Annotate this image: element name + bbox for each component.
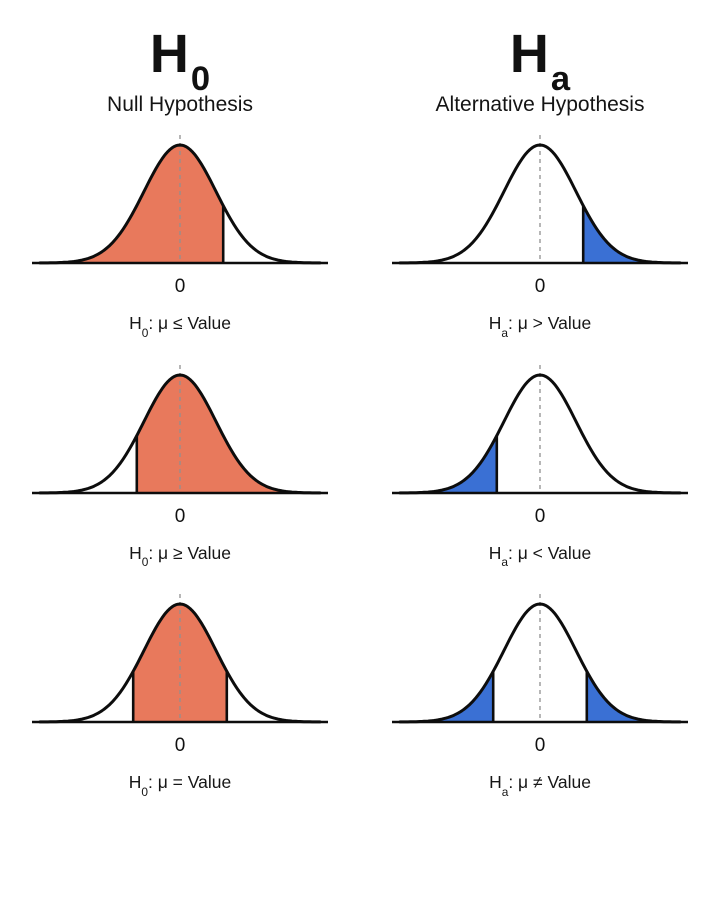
caption-h: H <box>129 313 142 334</box>
shaded-region <box>136 374 320 493</box>
caption-rest: : μ ≥ Value <box>148 542 231 563</box>
distribution-curve-null-eq: 0 <box>30 590 330 762</box>
bell-curve-svg: 0 <box>32 594 328 756</box>
alternative-hypothesis-header: Ha Alternative Hypothesis <box>436 26 645 117</box>
h0-symbol-letter: H <box>149 24 190 84</box>
caption-h: H <box>488 542 502 563</box>
caption-h: H <box>489 772 502 793</box>
hypothesis-caption: H0: μ ≤ Value <box>129 313 231 340</box>
zero-label: 0 <box>175 276 186 297</box>
bell-curve-svg: 0 <box>392 594 688 756</box>
distribution-curve-null-le: 0 <box>30 131 330 303</box>
bell-curve-svg: 0 <box>392 364 688 527</box>
gaussian-curve <box>38 373 322 494</box>
shaded-region <box>400 671 494 723</box>
hypothesis-caption: Ha: μ > Value <box>488 313 592 340</box>
diagram-grid: H0 Null Hypothesis Ha Alternative Hypoth… <box>0 26 720 820</box>
caption-rest: : μ < Value <box>508 542 592 563</box>
panel-alt-mu-ne-value: 0 Ha: μ ≠ Value <box>390 590 690 810</box>
caption-rest: : μ ≤ Value <box>148 313 231 334</box>
caption-sub: 0 <box>141 784 149 799</box>
distribution-curve-alt-lt: 0 <box>390 361 690 533</box>
null-hypothesis-title: Null Hypothesis <box>107 93 253 117</box>
caption-sub: 0 <box>141 555 149 570</box>
caption-rest: : μ > Value <box>508 313 592 334</box>
ha-symbol-letter: H <box>509 24 550 84</box>
zero-label: 0 <box>175 735 186 756</box>
caption-sub: a <box>501 555 509 570</box>
panel-null-mu-ge-value: 0 H0: μ ≥ Value <box>30 361 330 581</box>
shaded-region <box>400 435 497 493</box>
hypothesis-caption: H0: μ = Value <box>128 772 232 799</box>
caption-h: H <box>488 313 502 334</box>
caption-rest: : μ ≠ Value <box>508 772 591 793</box>
gaussian-curve <box>398 373 682 494</box>
caption-sub: a <box>501 325 509 340</box>
panel-null-mu-eq-value: 0 H0: μ = Value <box>30 590 330 810</box>
zero-label: 0 <box>535 506 546 527</box>
panel-alt-mu-lt-value: 0 Ha: μ < Value <box>390 361 690 581</box>
caption-h: H <box>128 772 142 793</box>
caption-sub: 0 <box>141 325 149 340</box>
panel-null-mu-le-value: 0 H0: μ ≤ Value <box>30 131 330 351</box>
zero-label: 0 <box>175 506 186 527</box>
ha-symbol-subscript: a <box>550 59 572 98</box>
hypothesis-caption: H0: μ ≥ Value <box>129 542 231 570</box>
ha-symbol: Ha <box>436 24 645 97</box>
null-hypothesis-header: H0 Null Hypothesis <box>107 26 253 117</box>
caption-h: H <box>129 542 142 563</box>
distribution-curve-null-ge: 0 <box>30 361 330 533</box>
hypothesis-caption: Ha: μ < Value <box>488 542 592 570</box>
shaded-region <box>40 145 224 264</box>
h0-symbol-subscript: 0 <box>190 59 212 98</box>
bell-curve-svg: 0 <box>392 135 688 297</box>
gaussian-curve <box>38 143 322 265</box>
zero-label: 0 <box>535 276 546 297</box>
panel-alt-mu-gt-value: 0 Ha: μ > Value <box>390 131 690 351</box>
bell-curve-svg: 0 <box>32 364 328 527</box>
gaussian-curve <box>398 602 682 724</box>
caption-sub: a <box>501 784 509 799</box>
gaussian-curve <box>38 602 322 724</box>
hypothesis-caption: Ha: μ ≠ Value <box>489 772 591 799</box>
h0-symbol: H0 <box>107 24 253 97</box>
zero-label: 0 <box>535 735 546 756</box>
gaussian-curve <box>398 143 682 265</box>
shaded-region <box>133 604 227 723</box>
bell-curve-svg: 0 <box>32 135 328 297</box>
alternative-hypothesis-title: Alternative Hypothesis <box>435 93 645 117</box>
distribution-curve-alt-ne: 0 <box>390 590 690 762</box>
caption-rest: : μ = Value <box>148 772 232 793</box>
shaded-region <box>586 671 680 723</box>
shaded-region <box>583 205 680 264</box>
distribution-curve-alt-gt: 0 <box>390 131 690 303</box>
